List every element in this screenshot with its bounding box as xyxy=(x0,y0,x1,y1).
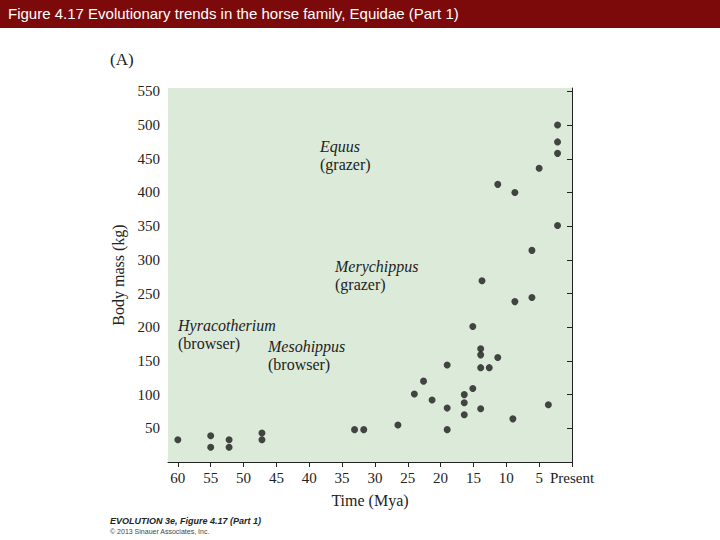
svg-text:300: 300 xyxy=(138,252,161,268)
svg-text:(browser): (browser) xyxy=(268,356,330,374)
svg-text:350: 350 xyxy=(138,218,161,234)
svg-text:50: 50 xyxy=(236,470,251,486)
svg-text:45: 45 xyxy=(269,470,284,486)
svg-text:35: 35 xyxy=(335,470,350,486)
svg-text:(browser): (browser) xyxy=(178,335,240,353)
svg-text:50: 50 xyxy=(145,420,160,436)
svg-text:150: 150 xyxy=(138,353,161,369)
svg-text:Body mass (kg): Body mass (kg) xyxy=(110,224,128,325)
svg-text:10: 10 xyxy=(499,470,514,486)
svg-text:Time (Mya): Time (Mya) xyxy=(331,492,408,510)
html-text:(A): (A) xyxy=(110,50,134,69)
svg-text:60: 60 xyxy=(170,470,185,486)
svg-text:5: 5 xyxy=(535,470,543,486)
html-text:EVOLUTION 3e, Figure 4.17 (Par: EVOLUTION 3e, Figure 4.17 (Part 1) xyxy=(110,516,261,526)
html-text:Figure 4.17 Evolutionary trend: Figure 4.17 Evolutionary trends in the h… xyxy=(8,5,459,22)
svg-text:20: 20 xyxy=(433,470,448,486)
svg-text:400: 400 xyxy=(138,184,161,200)
svg-text:55: 55 xyxy=(203,470,218,486)
svg-text:100: 100 xyxy=(138,387,161,403)
svg-text:Hyracotherium: Hyracotherium xyxy=(177,317,276,335)
svg-text:Merychippus: Merychippus xyxy=(334,258,419,276)
svg-text:450: 450 xyxy=(138,151,161,167)
svg-text:40: 40 xyxy=(302,470,317,486)
html-text:© 2013 Sinauer Associates, Inc: © 2013 Sinauer Associates, Inc. xyxy=(110,528,210,535)
svg-text:Mesohippus: Mesohippus xyxy=(267,338,345,356)
svg-text:500: 500 xyxy=(138,117,161,133)
svg-text:30: 30 xyxy=(367,470,382,486)
svg-text:25: 25 xyxy=(400,470,415,486)
svg-text:550: 550 xyxy=(138,83,161,99)
svg-text:250: 250 xyxy=(138,286,161,302)
svg-text:(grazer): (grazer) xyxy=(320,156,371,174)
svg-text:Present: Present xyxy=(550,470,595,486)
svg-text:15: 15 xyxy=(466,470,481,486)
svg-text:Equus: Equus xyxy=(319,138,360,156)
svg-text:200: 200 xyxy=(138,319,161,335)
svg-text:(grazer): (grazer) xyxy=(335,276,386,294)
